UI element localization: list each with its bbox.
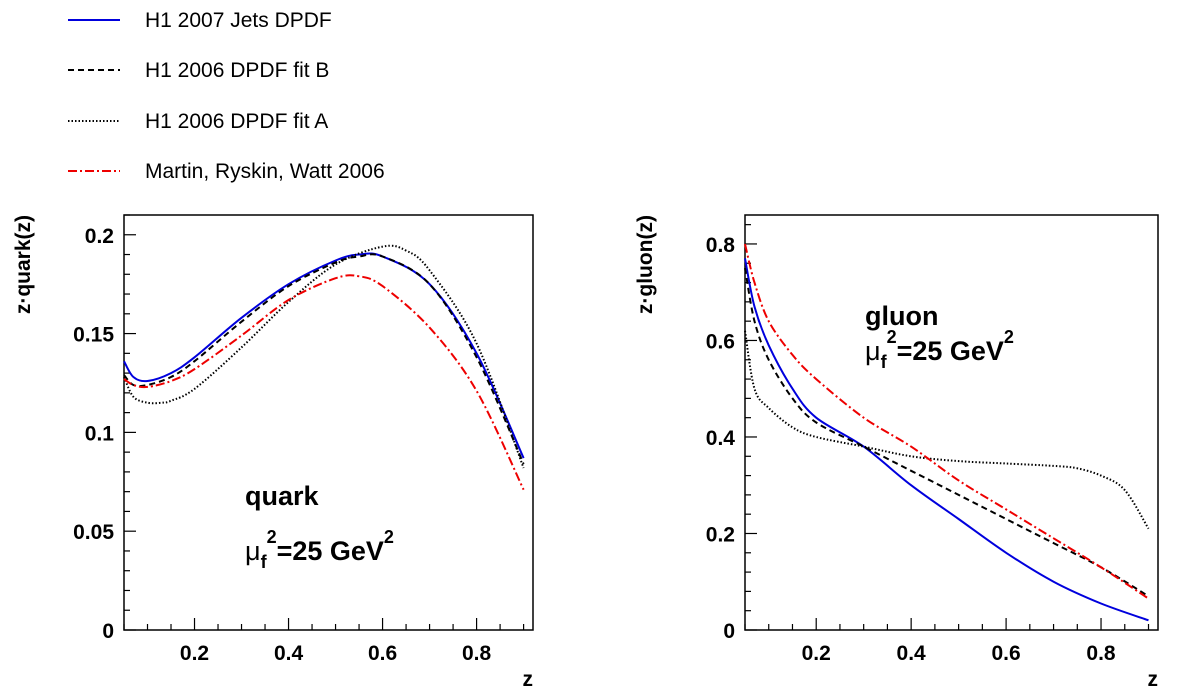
quark-annotation-scale: μf 2=25 GeV2 (245, 527, 394, 572)
gluon-x-tick-label: 0.6 (991, 642, 1020, 665)
gluon-curves (744, 243, 1150, 622)
gluon-x-tick-label: 0.4 (897, 642, 927, 665)
legend: H1 2007 Jets DPDF H1 2006 DPDF fit B H1 … (68, 9, 385, 183)
gluon-annotation-sup: 2 (887, 327, 897, 347)
gluon-annotation-sub: f (881, 352, 888, 372)
gluon-annotation-sup2: 2 (1004, 327, 1014, 347)
quark-plot-frame (123, 214, 534, 631)
gluon-series-line-dotted (744, 330, 1150, 530)
gluon-annotation-mid: =25 GeV (897, 336, 1004, 366)
quark-x-tick-label: 0.8 (462, 642, 492, 665)
quark-annotation-title: quark (245, 481, 320, 511)
quark-y-tick-label: 0.1 (85, 422, 115, 445)
gluon-annotation-scale: μf 2=25 GeV2 (865, 327, 1014, 372)
gluon-x-tick-label: 0.2 (802, 642, 831, 665)
quark-annotation-sup2: 2 (384, 527, 394, 547)
gluon-x-tick-label: 0.8 (1086, 642, 1116, 665)
gluon-y-axis-title: z·gluon(z) (634, 215, 657, 314)
gluon-y-tick-label: 0.4 (706, 427, 736, 450)
quark-annotation-sub: f (261, 552, 268, 572)
gluon-annotation-title: gluon (865, 301, 938, 331)
legend-entry-fit-b: H1 2006 DPDF fit B (68, 59, 329, 82)
quark-annotation-mid: =25 GeV (277, 536, 384, 566)
quark-x-tick-label: 0.4 (274, 642, 304, 665)
quark-y-axis-title: z·quark(z) (12, 215, 35, 314)
quark-series-line-dotted (123, 244, 525, 469)
gluon-annotation-mu: μ (865, 336, 881, 366)
quark-x-tick-label: 0.6 (368, 642, 397, 665)
quark-x-axis-title: z (523, 668, 534, 691)
gluon-panel: 0.2 0.4 0.6 0.8 0 0.2 0.4 0.6 0.8 z z·gluon(z) g… (634, 214, 1159, 691)
gluon-ticks: 0.2 0.4 0.6 0.8 0 0.2 0.4 0.6 0.8 (706, 224, 1150, 665)
quark-x-tick-label: 0.2 (180, 642, 209, 665)
quark-curves (123, 244, 525, 491)
gluon-y-tick-label: 0.2 (706, 523, 735, 546)
legend-label-fit-a: H1 2006 DPDF fit A (145, 110, 328, 133)
gluon-series-line-dashed (744, 267, 1150, 598)
gluon-y-tick-label: 0.8 (706, 234, 736, 257)
gluon-series-line-solid (744, 258, 1149, 622)
legend-entry-jets: H1 2007 Jets DPDF (68, 9, 332, 32)
quark-y-tick-label: 0.2 (85, 225, 114, 248)
legend-entry-fit-a: H1 2006 DPDF fit A (68, 110, 328, 133)
legend-entry-mrw: Martin, Ryskin, Watt 2006 (68, 160, 385, 183)
gluon-y-tick-label: 0 (723, 620, 735, 643)
quark-panel: 0.2 0.4 0.6 0.8 0 0.05 0.1 0.15 0.2 z z·quark(z)… (12, 214, 534, 691)
quark-series-line-dashdot (123, 274, 525, 491)
quark-ticks: 0.2 0.4 0.6 0.8 0 0.05 0.1 0.15 0.2 (73, 214, 525, 665)
legend-label-mrw: Martin, Ryskin, Watt 2006 (145, 160, 385, 183)
gluon-series-line-dashdot (744, 243, 1150, 600)
gluon-x-axis-title: z (1148, 668, 1159, 691)
gluon-plot-frame (744, 214, 1159, 631)
quark-annotation-mu: μ (245, 536, 261, 566)
legend-label-fit-b: H1 2006 DPDF fit B (145, 59, 329, 82)
quark-y-tick-label: 0 (102, 620, 114, 643)
quark-y-tick-label: 0.15 (73, 324, 114, 347)
quark-annotation-sup: 2 (267, 527, 277, 547)
quark-y-tick-label: 0.05 (73, 521, 114, 544)
gluon-y-tick-label: 0.6 (706, 330, 735, 353)
quark-series-line-solid (123, 252, 525, 459)
quark-series-line-dashed (123, 253, 525, 465)
legend-label-jets: H1 2007 Jets DPDF (145, 9, 332, 32)
